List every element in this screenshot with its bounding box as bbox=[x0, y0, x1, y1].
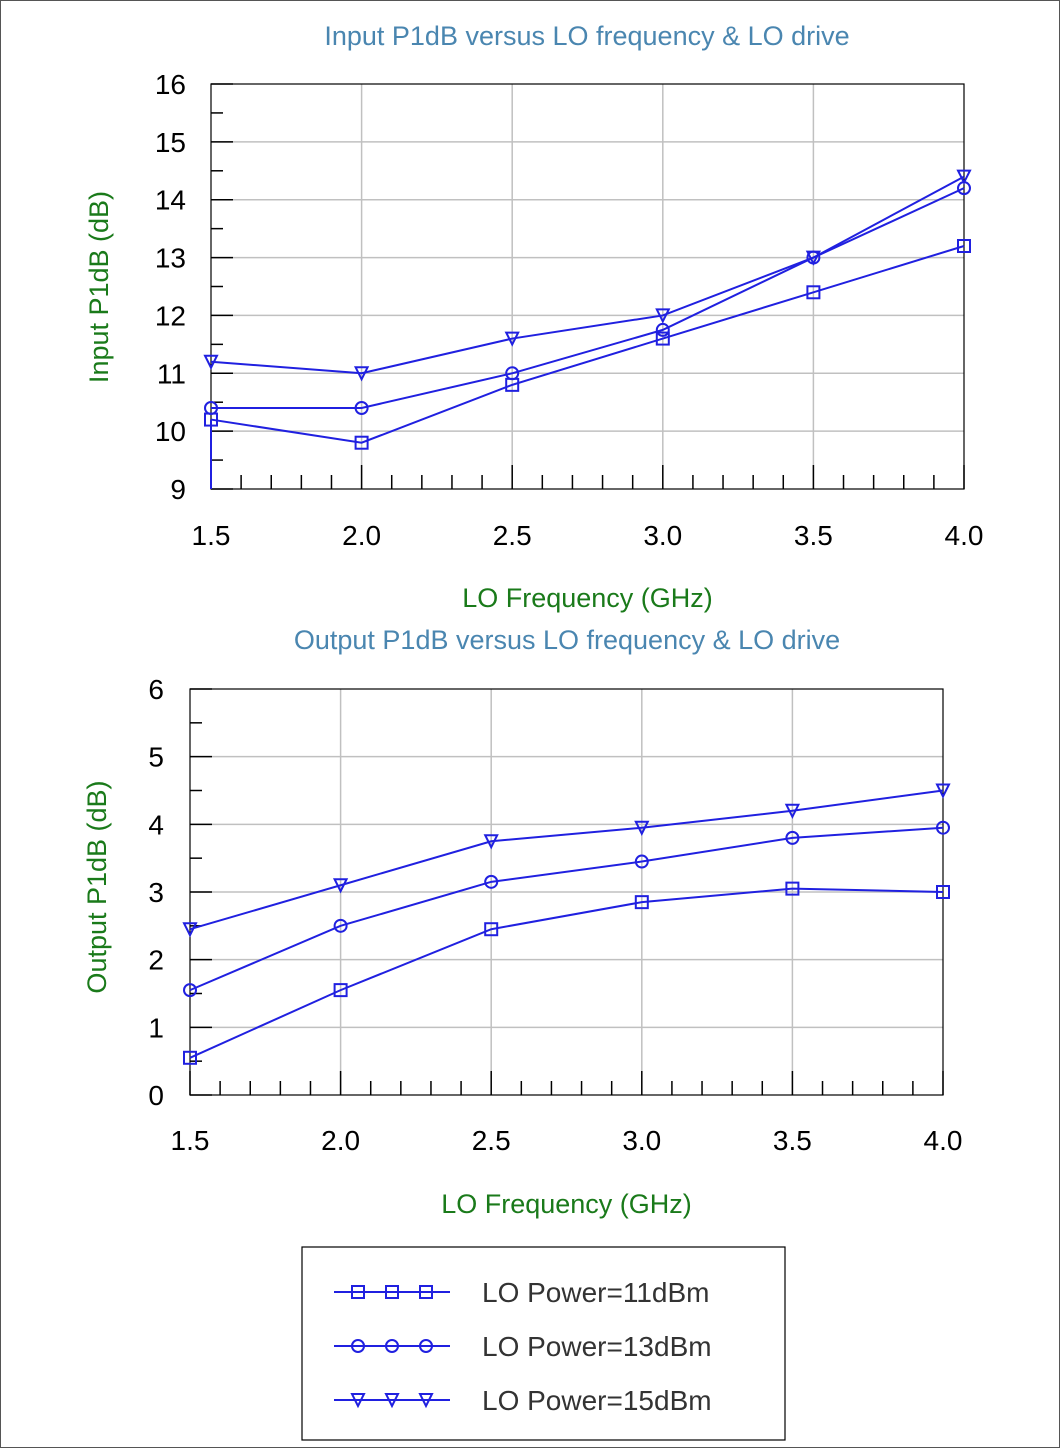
data-point-triangle bbox=[805, 250, 822, 266]
data-point-square bbox=[634, 895, 649, 910]
data-point-square bbox=[484, 922, 499, 937]
x-tick-label: 3.5 bbox=[773, 1125, 812, 1156]
series-line bbox=[210, 245, 965, 444]
legend-box bbox=[301, 1246, 786, 1441]
y-tick-label: 16 bbox=[155, 69, 186, 100]
input-p1db-chart: Input P1dB versus LO frequency & LO driv… bbox=[84, 21, 983, 613]
data-point-square bbox=[957, 239, 971, 253]
legend-marker-circle bbox=[385, 1339, 399, 1353]
data-point-square bbox=[655, 331, 670, 346]
data-point-square bbox=[806, 285, 821, 300]
chart-title: Output P1dB versus LO frequency & LO dri… bbox=[294, 625, 840, 655]
data-point-triangle bbox=[956, 169, 972, 185]
y-tick-label: 3 bbox=[148, 877, 164, 908]
y-axis-label: Input P1dB (dB) bbox=[84, 191, 114, 383]
data-point-circle bbox=[484, 874, 499, 889]
data-point-triangle bbox=[203, 354, 219, 370]
y-tick-label: 15 bbox=[155, 127, 186, 158]
plot-area bbox=[210, 83, 965, 490]
y-tick-label: 5 bbox=[148, 742, 164, 773]
data-point-circle bbox=[655, 322, 670, 337]
legend-marker-square bbox=[419, 1285, 433, 1299]
legend-marker-circle bbox=[351, 1339, 365, 1353]
data-point-triangle bbox=[634, 820, 650, 836]
data-point-triangle bbox=[504, 331, 520, 347]
data-point-circle bbox=[333, 918, 348, 933]
data-point-square bbox=[183, 1050, 197, 1065]
data-point-circle bbox=[634, 854, 649, 869]
series-square bbox=[183, 881, 950, 1065]
x-tick-label: 4.0 bbox=[924, 1125, 963, 1156]
y-axis-label: Output P1dB (dB) bbox=[82, 780, 112, 993]
legend-entry-triangle: LO Power=15dBm bbox=[334, 1385, 712, 1416]
legend-label: LO Power=11dBm bbox=[482, 1277, 710, 1308]
series-triangle bbox=[182, 783, 951, 938]
x-tick-label: 2.5 bbox=[493, 520, 532, 551]
legend-marker-square bbox=[351, 1285, 365, 1299]
legend-label: LO Power=15dBm bbox=[482, 1385, 712, 1416]
data-point-circle bbox=[354, 401, 369, 415]
y-tick-label: 11 bbox=[157, 358, 186, 389]
y-tick-label: 12 bbox=[155, 300, 186, 331]
data-point-triangle bbox=[483, 834, 499, 850]
data-point-triangle bbox=[353, 366, 370, 382]
y-tick-label: 4 bbox=[148, 809, 164, 840]
series-circle bbox=[204, 181, 971, 415]
series-line bbox=[189, 826, 944, 992]
x-tick-label: 1.5 bbox=[171, 1125, 210, 1156]
data-point-square bbox=[354, 435, 369, 450]
y-tick-label: 14 bbox=[155, 185, 186, 216]
data-point-circle bbox=[505, 366, 520, 381]
data-point-triangle bbox=[182, 922, 198, 938]
y-tick-label: 2 bbox=[148, 945, 164, 976]
series-line bbox=[189, 789, 944, 931]
data-point-triangle bbox=[332, 878, 349, 894]
x-tick-label: 3.5 bbox=[794, 520, 833, 551]
data-point-square bbox=[936, 885, 950, 899]
legend-label: LO Power=13dBm bbox=[482, 1331, 712, 1362]
x-axis-label: LO Frequency (GHz) bbox=[441, 1189, 692, 1219]
x-tick-label: 4.0 bbox=[945, 520, 984, 551]
y-tick-label: 0 bbox=[148, 1080, 164, 1111]
data-point-triangle bbox=[655, 308, 671, 324]
legend-marker-square bbox=[385, 1285, 399, 1299]
series-square bbox=[204, 239, 971, 450]
legend-marker-triangle bbox=[350, 1393, 366, 1409]
series-line bbox=[211, 187, 965, 409]
x-tick-label: 1.5 bbox=[192, 520, 231, 551]
data-point-triangle bbox=[935, 783, 951, 799]
series-circle bbox=[183, 820, 950, 998]
data-point-circle bbox=[936, 820, 950, 835]
x-tick-label: 2.0 bbox=[342, 520, 381, 551]
y-tick-label: 13 bbox=[155, 243, 186, 274]
series-triangle bbox=[203, 169, 972, 382]
data-point-square bbox=[333, 983, 348, 998]
x-tick-label: 3.0 bbox=[643, 520, 682, 551]
legend: LO Power=11dBm LO Power=13dBm LO Power=15d… bbox=[301, 1246, 786, 1441]
y-tick-label: 10 bbox=[155, 416, 186, 447]
data-point-circle bbox=[183, 983, 197, 998]
x-tick-label: 3.0 bbox=[622, 1125, 661, 1156]
legend-entry-square: LO Power=11dBm bbox=[334, 1277, 710, 1308]
y-tick-label: 9 bbox=[170, 474, 186, 505]
legend-marker-triangle bbox=[418, 1393, 434, 1409]
data-point-circle bbox=[204, 401, 218, 415]
series-line bbox=[189, 887, 944, 1059]
y-tick-label: 1 bbox=[148, 1012, 164, 1043]
data-point-circle bbox=[785, 830, 800, 845]
chart-title: Input P1dB versus LO frequency & LO driv… bbox=[324, 21, 849, 51]
data-point-square bbox=[785, 881, 800, 896]
data-point-triangle bbox=[784, 803, 801, 820]
series-line bbox=[210, 175, 965, 375]
y-tick-label: 6 bbox=[148, 674, 164, 705]
legend-entry-circle: LO Power=13dBm bbox=[334, 1331, 712, 1362]
x-tick-label: 2.5 bbox=[472, 1125, 511, 1156]
output-p1db-chart: Output P1dB versus LO frequency & LO dri… bbox=[82, 625, 962, 1219]
x-tick-label: 2.0 bbox=[321, 1125, 360, 1156]
legend-marker-circle bbox=[419, 1339, 433, 1353]
x-axis-label: LO Frequency (GHz) bbox=[462, 583, 713, 613]
legend-marker-triangle bbox=[384, 1393, 400, 1409]
